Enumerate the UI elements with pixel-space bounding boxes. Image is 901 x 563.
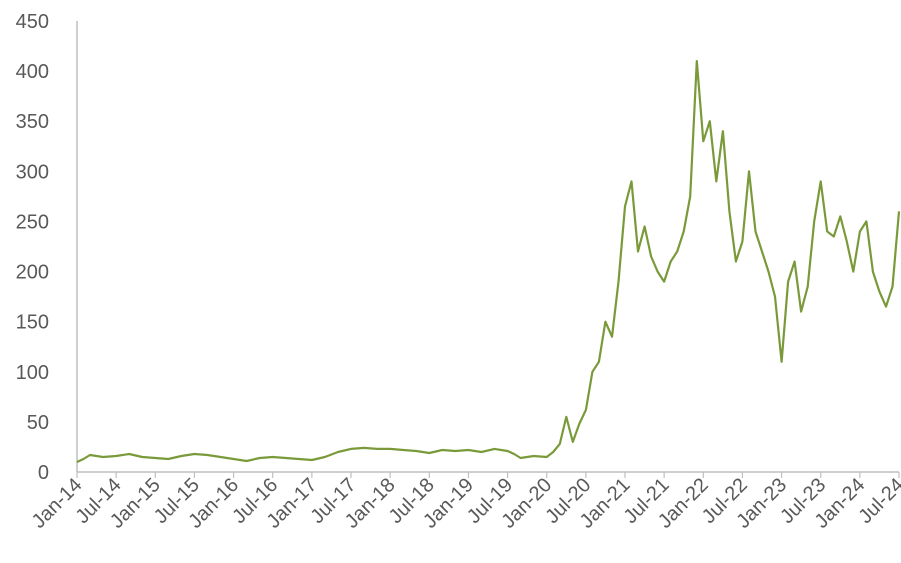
y-tick-label: 350 — [16, 111, 49, 133]
x-axis-tick-labels: Jan-14Jul-14Jan-15Jul-15Jan-16Jul-16Jan-… — [28, 474, 901, 533]
y-tick-label: 0 — [38, 462, 49, 484]
y-tick-label: 200 — [16, 262, 49, 284]
y-axis-tick-labels: 0 50 100 150 200 250 300 350 400 450 — [16, 11, 49, 484]
y-tick-label: 300 — [16, 161, 49, 183]
y-tick-label: 400 — [16, 61, 49, 83]
y-tick-label: 450 — [16, 11, 49, 33]
y-tick-label: 50 — [27, 412, 49, 434]
x-axis-tick-marks — [76, 472, 900, 478]
y-tick-label: 250 — [16, 211, 49, 233]
y-tick-label: 100 — [16, 362, 49, 384]
y-tick-label: 150 — [16, 312, 49, 334]
x-tick-label: Jan-14 — [28, 474, 87, 533]
series-line — [76, 60, 901, 463]
